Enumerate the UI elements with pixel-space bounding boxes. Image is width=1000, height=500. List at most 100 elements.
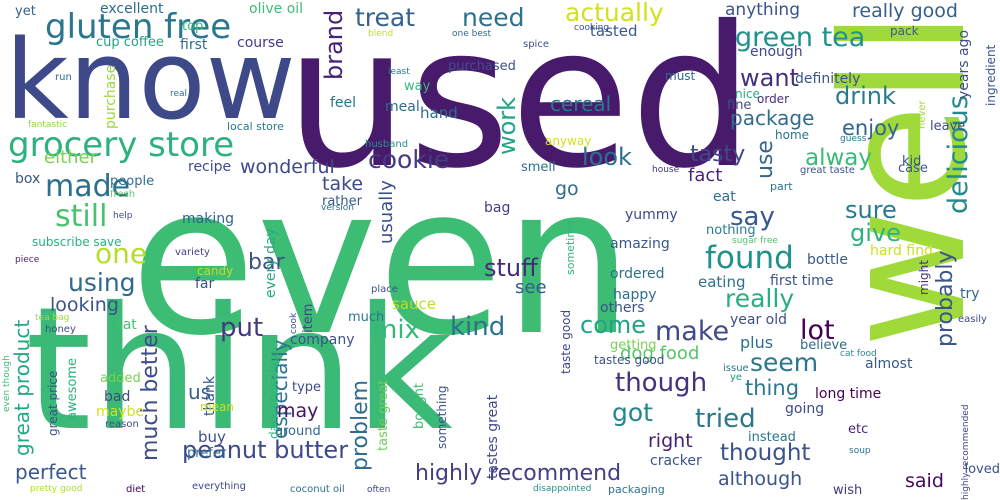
cloud-word: subscribe save	[32, 235, 122, 249]
cloud-word: sometime	[564, 220, 577, 275]
cloud-word: blend	[368, 29, 394, 39]
cloud-word: bar	[248, 250, 285, 275]
cloud-word: bag	[484, 200, 511, 216]
cloud-word: version	[321, 203, 354, 213]
cloud-word: sure	[845, 196, 897, 224]
cloud-word: give	[850, 219, 901, 247]
cloud-word: want	[740, 64, 799, 92]
cloud-word: around	[275, 424, 321, 439]
cloud-word: great product	[10, 319, 34, 456]
cloud-word: know	[5, 16, 296, 144]
cloud-word: feel	[330, 95, 357, 111]
cloud-word: prefer	[187, 446, 227, 461]
cloud-word: issue	[723, 363, 749, 374]
cloud-word: guess	[840, 134, 867, 144]
cloud-word: way	[404, 79, 431, 94]
cloud-word: said	[905, 470, 944, 492]
cloud-word: peanut butter	[182, 436, 349, 464]
cloud-word: much	[348, 310, 385, 325]
cloud-word: even though	[2, 355, 12, 412]
cloud-word: item	[301, 303, 316, 333]
cloud-word: treat	[355, 3, 416, 32]
cloud-word: almost	[865, 356, 913, 372]
cloud-word: anything	[725, 0, 800, 20]
cloud-word: right	[648, 430, 693, 452]
cloud-word: gluten free	[45, 7, 232, 47]
cloud-word: eat	[713, 189, 736, 205]
cloud-word: everything	[192, 481, 246, 492]
cloud-word: people	[110, 174, 155, 189]
cloud-word: believe	[800, 338, 848, 353]
cloud-word: home	[775, 128, 810, 142]
cloud-word: grocery store	[8, 125, 235, 165]
cloud-word: box	[15, 171, 41, 187]
cloud-word: something	[435, 385, 449, 449]
cloud-word: one	[95, 237, 148, 270]
cloud-word: hand	[420, 104, 458, 122]
cloud-word: taste good	[559, 309, 573, 374]
cloud-word: make	[655, 316, 730, 347]
cloud-word: going	[785, 401, 825, 417]
cloud-word: never	[917, 100, 928, 129]
cloud-word: honey	[45, 324, 76, 335]
cloud-word: plus	[740, 333, 774, 352]
cloud-word: sugar free	[732, 236, 778, 246]
cloud-word: either	[44, 147, 98, 168]
cloud-word: tastes good	[594, 353, 665, 367]
cloud-word: years ago	[956, 29, 972, 99]
cloud-word: smell	[521, 160, 556, 175]
cloud-word: first	[180, 37, 208, 53]
cloud-word: used	[285, 0, 754, 211]
cloud-word: great taste	[800, 165, 855, 176]
cloud-word: awesome	[65, 358, 80, 420]
cloud-word: often	[367, 485, 391, 495]
cloud-word: one best	[452, 29, 492, 39]
cloud-word: others	[600, 300, 645, 316]
cloud-word: delicious	[943, 95, 974, 214]
cloud-word: easily	[958, 314, 987, 325]
cloud-word: look	[582, 143, 632, 171]
cloud-word: highly recommended	[961, 404, 971, 500]
cloud-word: meal	[385, 99, 420, 115]
cloud-word: bought	[412, 382, 427, 429]
cloud-word: help	[113, 211, 133, 221]
cloud-word: long time	[815, 386, 882, 402]
cloud-word: purchased	[448, 59, 516, 74]
cloud-word: ingredient	[984, 44, 998, 106]
cloud-word: type	[292, 380, 322, 395]
cloud-word: need	[462, 3, 525, 32]
cloud-word: brand	[320, 9, 348, 80]
cloud-word: seem	[750, 348, 819, 377]
cloud-word: tasted	[590, 22, 638, 40]
cloud-word: pack	[890, 24, 919, 38]
cloud-word: first time	[770, 273, 834, 289]
cloud-word: company	[290, 332, 355, 348]
cloud-word: kind	[450, 312, 506, 342]
cloud-word: thought	[720, 440, 811, 466]
cloud-word: ye	[730, 372, 743, 383]
cloud-word: diet	[126, 484, 146, 495]
cloud-word: stuff	[484, 254, 538, 282]
cloud-word: tastes great	[485, 394, 501, 479]
cloud-word: spice	[523, 39, 549, 50]
cloud-word: thing	[745, 376, 800, 400]
cloud-word: work	[493, 96, 521, 155]
cloud-word: happy	[613, 287, 657, 303]
cloud-word: cup coffee	[96, 35, 164, 50]
cloud-word: dark chocolate	[267, 350, 281, 439]
cloud-word: see	[515, 277, 547, 298]
cloud-word: alway	[805, 145, 873, 171]
cloud-word: package	[730, 106, 815, 130]
cloud-word: run	[55, 72, 72, 83]
cloud-word: yummy	[625, 207, 678, 223]
cloud-word: maybe	[96, 404, 145, 420]
cloud-word: fantastic	[28, 120, 68, 130]
cloud-word: cat	[115, 317, 137, 333]
cloud-word: bad	[104, 389, 131, 405]
cloud-word: added	[100, 371, 141, 386]
cloud-word: variety	[175, 247, 210, 258]
cloud-word: reason	[105, 419, 139, 430]
cloud-word: cereal	[550, 92, 612, 116]
cloud-word: looking	[50, 294, 119, 316]
